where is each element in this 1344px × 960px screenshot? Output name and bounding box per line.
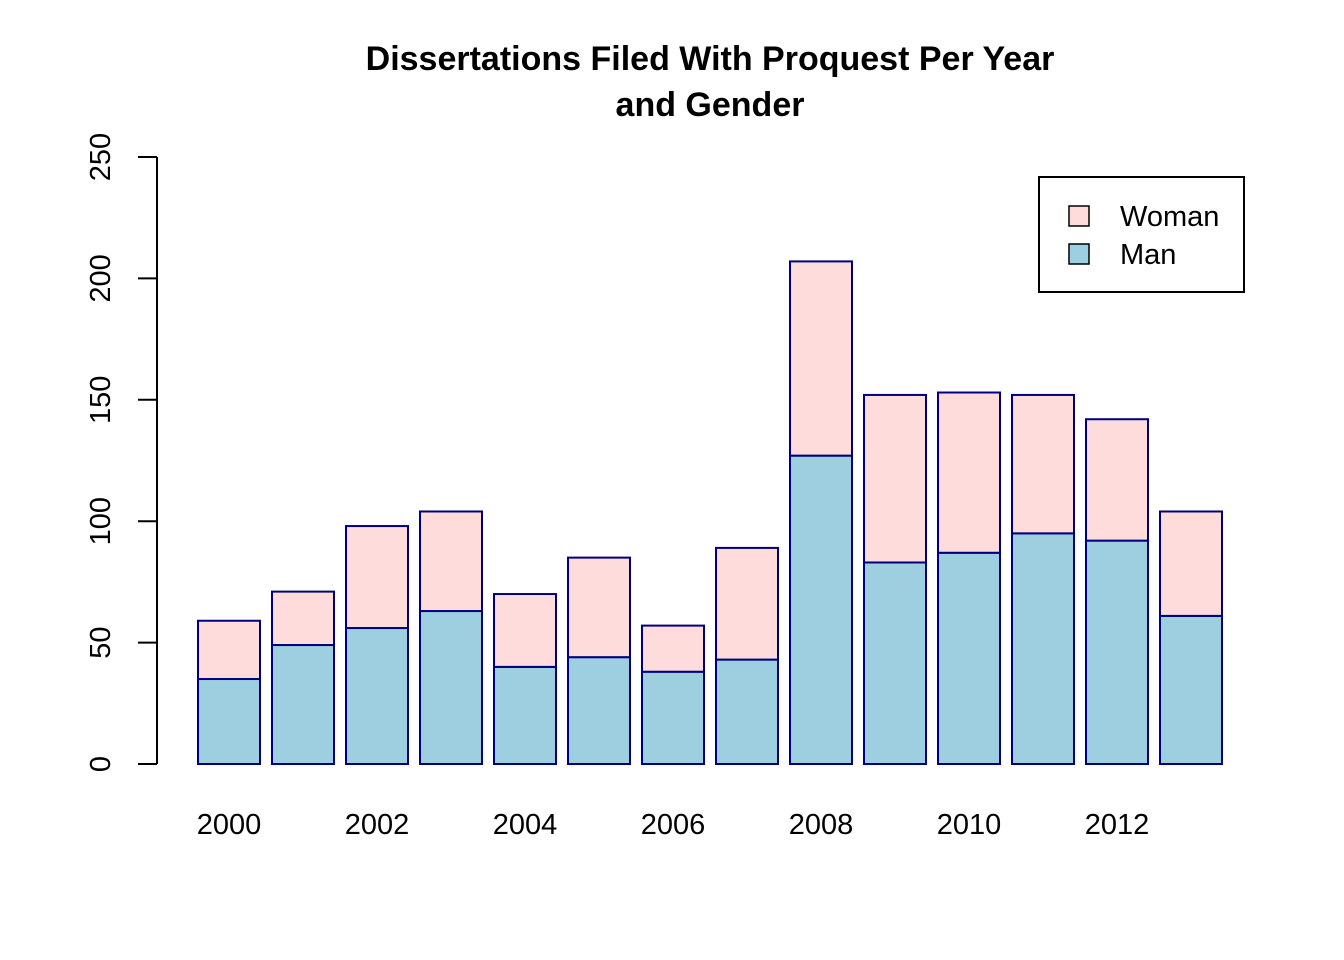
legend-label-man: Man [1120, 239, 1176, 271]
bar-woman-2000 [197, 619, 261, 681]
bar-man-2002 [345, 627, 409, 765]
bar-group-2006 [641, 624, 705, 766]
bar-woman-2011 [1011, 393, 1075, 535]
x-axis: 2000 2002 2004 2006 2008 2010 2012 [197, 809, 1150, 841]
bar-man-2010 [937, 551, 1001, 765]
bar-man-2011 [1011, 532, 1075, 766]
bar-man-2013 [1159, 614, 1223, 766]
bar-group-2005 [567, 556, 631, 766]
legend-entry-woman: Woman [1068, 201, 1219, 233]
bar-woman-2004 [493, 593, 557, 668]
chart-title-line-2: and Gender [616, 86, 805, 124]
bar-group-2000 [197, 619, 261, 766]
bar-group-2003 [419, 510, 483, 766]
legend: Woman Man [1038, 176, 1245, 293]
bar-woman-2010 [937, 391, 1001, 554]
bar-man-2006 [641, 670, 705, 766]
bar-man-2007 [715, 658, 779, 766]
bar-woman-2012 [1085, 418, 1149, 542]
x-tick-label: 2000 [197, 809, 262, 841]
y-tick-label: 250 [85, 133, 117, 181]
bar-group-2004 [493, 593, 557, 766]
bar-group-2002 [345, 525, 409, 765]
y-tick-label: 150 [85, 376, 117, 424]
bar-group-2013 [1159, 510, 1223, 766]
bar-man-2000 [197, 678, 261, 766]
x-tick-label: 2010 [937, 809, 1002, 841]
y-axis: 0 50 100 150 200 250 [85, 133, 158, 772]
bar-man-2009 [863, 561, 927, 766]
legend-swatch-man [1068, 243, 1090, 265]
y-tick-label: 0 [85, 756, 117, 772]
bar-woman-2009 [863, 393, 927, 564]
bar-group-2010 [937, 391, 1001, 765]
legend-entry-man: Man [1068, 239, 1176, 271]
y-tick-label: 100 [85, 497, 117, 545]
bar-woman-2002 [345, 525, 409, 630]
bar-man-2012 [1085, 539, 1149, 766]
bar-group-2008 [789, 260, 853, 765]
bar-woman-2013 [1159, 510, 1223, 617]
chart-title-line-1: Dissertations Filed With Proquest Per Ye… [366, 40, 1055, 78]
bar-group-2001 [271, 590, 335, 766]
x-tick-label: 2004 [493, 809, 558, 841]
x-tick-label: 2008 [789, 809, 854, 841]
bar-man-2003 [419, 610, 483, 766]
bar-man-2004 [493, 665, 557, 766]
legend-frame [1038, 176, 1245, 293]
chart-title: Dissertations Filed With Proquest Per Ye… [366, 40, 1055, 124]
x-tick-label: 2012 [1085, 809, 1150, 841]
bar-man-2001 [271, 644, 335, 766]
bar-group-2011 [1011, 393, 1075, 766]
bar-woman-2003 [419, 510, 483, 613]
bar-woman-2008 [789, 260, 853, 457]
bar-man-2005 [567, 656, 631, 766]
bar-group-2012 [1085, 418, 1149, 766]
bar-woman-2005 [567, 556, 631, 659]
bar-man-2008 [789, 454, 853, 765]
y-tick-label: 50 [85, 626, 117, 658]
x-tick-label: 2006 [641, 809, 706, 841]
bars [197, 260, 1223, 766]
legend-label-woman: Woman [1120, 201, 1219, 233]
bar-woman-2001 [271, 590, 335, 647]
y-tick-label: 200 [85, 254, 117, 302]
bar-woman-2007 [715, 546, 779, 661]
legend-swatch-woman [1068, 205, 1090, 227]
bar-group-2009 [863, 393, 927, 766]
bar-group-2007 [715, 546, 779, 766]
bar-woman-2006 [641, 624, 705, 673]
x-tick-label: 2002 [345, 809, 410, 841]
